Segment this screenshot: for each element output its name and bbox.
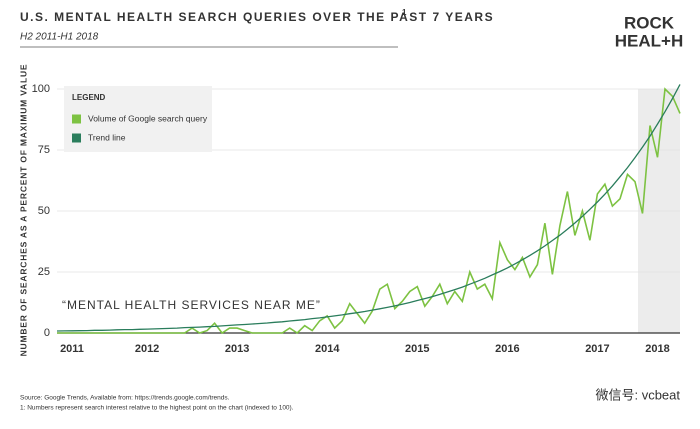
y-tick-label: 50 [38,205,50,217]
footnote: Source: Google Trends, Available from: h… [20,395,230,402]
x-tick-label: 2015 [405,343,429,355]
chart-title: U.S. MENTAL HEALTH SEARCH QUERIES OVER T… [20,10,494,24]
x-tick-label: 2011 [60,343,84,355]
x-tick-label: 2014 [315,343,340,355]
logo-bottom: HEAL+H [615,31,683,50]
y-tick-label: 75 [38,144,50,156]
data-line [57,87,681,335]
x-tick-label: 2013 [225,343,249,355]
x-tick-label: 2016 [495,343,519,355]
y-tick-label: 25 [38,266,50,278]
trend-line [56,84,681,332]
logo-top: ROCK [624,13,675,32]
legend-box [64,86,212,152]
legend-label: Volume of Google search query [88,113,208,123]
x-tick-label: 2017 [585,343,609,355]
x-tick-label: 2012 [135,343,159,355]
legend: Volume of Google search query Trend line [72,113,208,143]
x-tick-label: 2018 [645,343,669,355]
legend-title: LEGEND [72,93,106,102]
footnote: 1: Numbers represent search interest rel… [20,405,294,412]
watermark: 微信号: vcbeat [595,387,680,402]
title-footnote-marker: 1 [402,8,407,17]
legend-swatch [72,114,81,124]
legend-label: Trend line [88,132,126,142]
y-tick-label: 100 [32,83,50,95]
chart-subtitle: H2 2011-H1 2018 [20,32,99,43]
annotation: “MENTAL HEALTH SERVICES NEAR ME” [62,298,321,312]
legend-swatch [72,133,81,143]
y-tick-label: 0 [44,327,50,339]
y-axis-label: NUMBER OF SEARCHES AS A PERCENT OF MAXIM… [18,64,28,357]
